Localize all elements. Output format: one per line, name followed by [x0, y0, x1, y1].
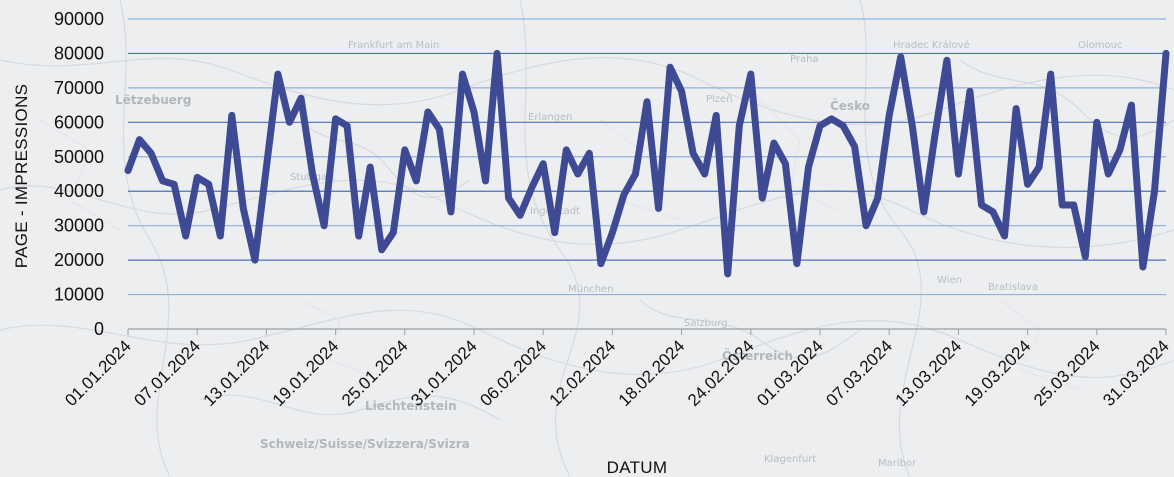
x-tick-label: 24.02.2024 — [684, 336, 758, 410]
map-label: Klagenfurt — [764, 454, 816, 465]
y-axis-title: PAGE - IMPRESSIONS — [12, 84, 31, 269]
x-tick-label: 19.03.2024 — [961, 336, 1035, 410]
map-label: Erlangen — [528, 112, 573, 123]
map-label: Plzeň — [706, 93, 733, 105]
map-label: Frankfurt am Main — [348, 40, 439, 51]
y-tick-label: 30000 — [54, 216, 104, 236]
x-tick-label: 25.03.2024 — [1030, 336, 1104, 410]
y-axis: 0 10000 20000 30000 40000 50000 60000 70000 8000… — [54, 9, 104, 339]
x-axis-title: DATUM — [607, 458, 668, 477]
map-label: Bratislava — [988, 282, 1038, 293]
x-tick-label: 07.03.2024 — [822, 336, 896, 410]
map-label: Lëtzebuerg — [115, 93, 191, 107]
gridlines — [128, 18, 1166, 296]
y-tick-label: 0 — [94, 319, 104, 339]
y-tick-label: 50000 — [54, 147, 104, 167]
map-label: Liechtenstein — [365, 399, 457, 413]
y-tick-label: 60000 — [54, 112, 104, 132]
x-tick-label: 01.03.2024 — [753, 336, 827, 410]
map-label: Praha — [790, 54, 819, 65]
x-tick-label: 12.02.2024 — [546, 336, 620, 410]
y-tick-label: 80000 — [54, 43, 104, 63]
y-tick-label: 70000 — [54, 78, 104, 98]
map-label: Österreich — [722, 348, 793, 363]
x-tick-label: 07.01.2024 — [130, 336, 204, 410]
map-label: Wien — [937, 275, 962, 286]
y-tick-label: 40000 — [54, 181, 104, 201]
x-tick-label: 25.01.2024 — [338, 336, 412, 410]
map-label: Olomouc — [1078, 40, 1122, 51]
x-tick-label: 31.01.2024 — [407, 336, 481, 410]
y-tick-label: 90000 — [54, 9, 104, 29]
y-tick-label: 10000 — [54, 285, 104, 305]
x-tick-label: 06.02.2024 — [476, 336, 550, 410]
map-label: Salzburg — [684, 318, 727, 329]
x-tick-label: 19.01.2024 — [269, 336, 343, 410]
map-label: Maribor — [878, 458, 917, 469]
series-line — [124, 49, 1170, 278]
x-tick-label: 13.03.2024 — [892, 336, 966, 410]
map-label: München — [568, 284, 614, 295]
map-label: Hradec Králové — [893, 39, 970, 51]
x-tick-label: 13.01.2024 — [200, 336, 274, 410]
map-label: Schweiz/Suisse/Svizzera/Svizra — [260, 437, 470, 451]
x-tick-label: 18.02.2024 — [615, 336, 689, 410]
y-tick-label: 20000 — [54, 250, 104, 270]
map-label: Česko — [830, 98, 870, 113]
x-tick-label: 31.03.2024 — [1099, 336, 1173, 410]
x-axis: 01.01.202407.01.202413.01.202419.01.2024… — [61, 329, 1173, 410]
x-tick-label: 01.01.2024 — [61, 336, 135, 410]
